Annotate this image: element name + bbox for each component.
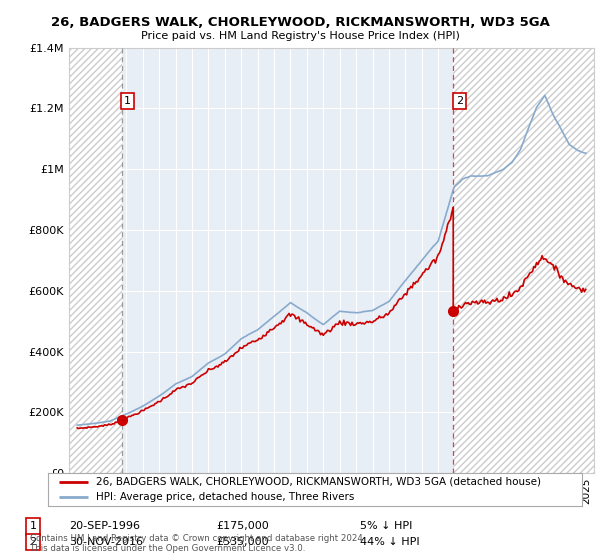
Bar bbox=[453, 48, 594, 473]
Text: 44% ↓ HPI: 44% ↓ HPI bbox=[360, 537, 419, 547]
Text: £175,000: £175,000 bbox=[216, 521, 269, 531]
Text: £535,000: £535,000 bbox=[216, 537, 269, 547]
Text: 1: 1 bbox=[29, 521, 37, 531]
Text: 30-NOV-2016: 30-NOV-2016 bbox=[69, 537, 143, 547]
Bar bbox=[453, 48, 594, 473]
Text: 26, BADGERS WALK, CHORLEYWOOD, RICKMANSWORTH, WD3 5GA (detached house): 26, BADGERS WALK, CHORLEYWOOD, RICKMANSW… bbox=[96, 477, 541, 487]
Text: 2: 2 bbox=[29, 537, 37, 547]
Bar bbox=[69, 48, 122, 473]
Text: Contains HM Land Registry data © Crown copyright and database right 2024.
This d: Contains HM Land Registry data © Crown c… bbox=[30, 534, 365, 553]
Text: 26, BADGERS WALK, CHORLEYWOOD, RICKMANSWORTH, WD3 5GA: 26, BADGERS WALK, CHORLEYWOOD, RICKMANSW… bbox=[50, 16, 550, 29]
Text: Price paid vs. HM Land Registry's House Price Index (HPI): Price paid vs. HM Land Registry's House … bbox=[140, 31, 460, 41]
Text: 20-SEP-1996: 20-SEP-1996 bbox=[69, 521, 140, 531]
Text: 2: 2 bbox=[455, 96, 463, 106]
Bar bbox=[69, 48, 122, 473]
Text: 1: 1 bbox=[124, 96, 131, 106]
Text: 5% ↓ HPI: 5% ↓ HPI bbox=[360, 521, 412, 531]
Text: HPI: Average price, detached house, Three Rivers: HPI: Average price, detached house, Thre… bbox=[96, 492, 355, 502]
